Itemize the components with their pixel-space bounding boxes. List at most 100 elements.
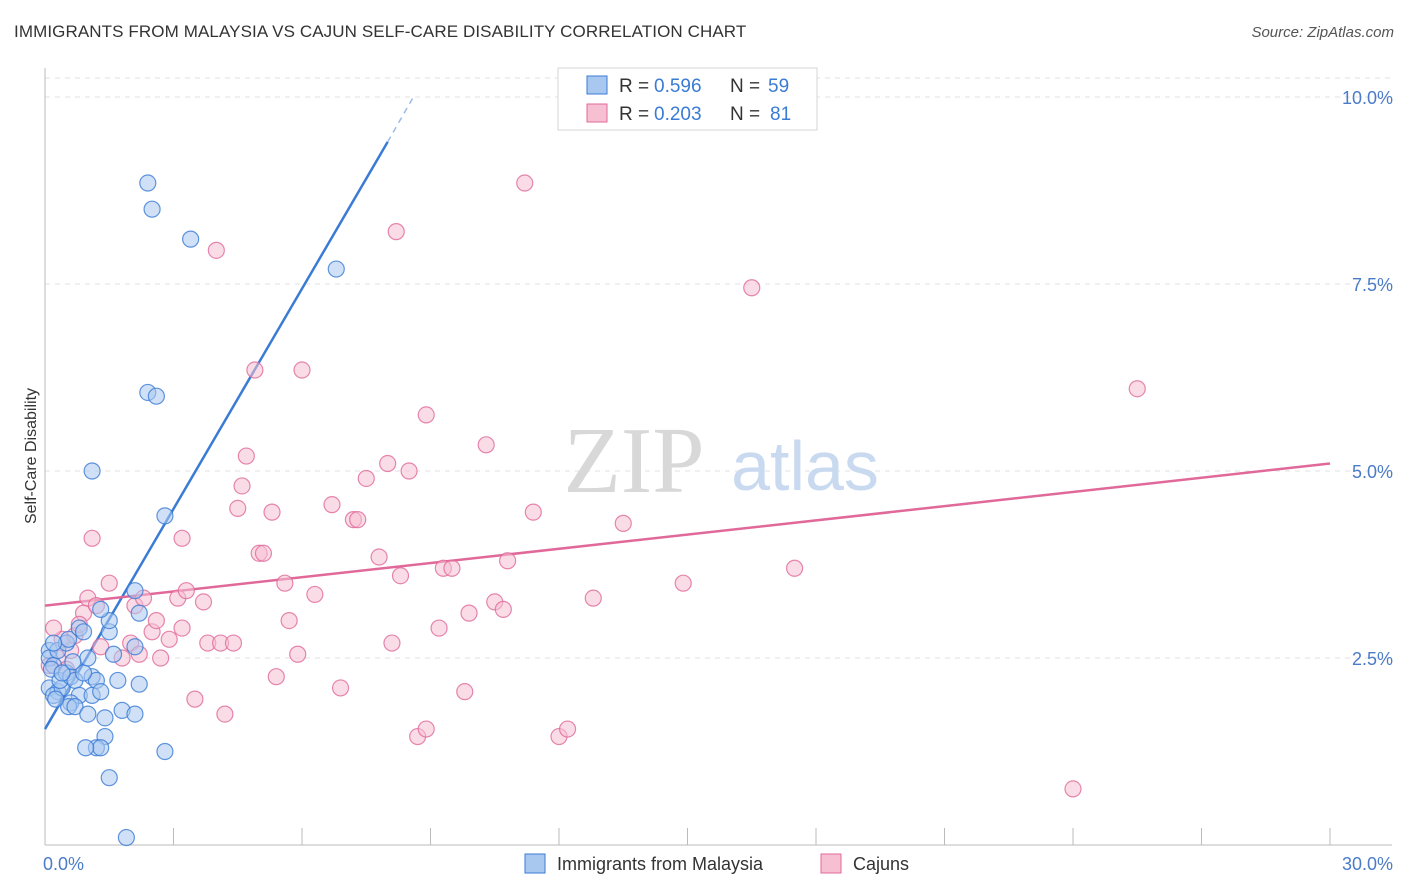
point-cajuns [44,619,63,637]
point-cajuns [229,499,247,517]
y-tick-labels: 2.5% 5.0% 7.5% 10.0% [1342,88,1393,669]
point-malaysia [104,645,123,663]
legend-swatch-pink [586,103,608,123]
point-cajuns [785,559,804,577]
source-credit: Source: ZipAtlas.com [1251,24,1394,41]
point-cajuns [456,683,474,701]
point-cajuns [383,634,401,652]
point-cajuns [173,619,191,637]
point-cajuns [430,619,448,637]
trendline-cajuns [44,462,1331,607]
point-malaysia [109,671,127,690]
point-cajuns [417,720,435,738]
point-cajuns [92,638,110,656]
x-tick-labels: 0.0% 30.0% [43,854,1393,874]
legend-n-value-2: 81 [770,104,791,125]
bottom-legend: Immigrants from Malaysia Cajuns [524,853,909,874]
point-malaysia [156,507,174,525]
point-cajuns [207,241,225,259]
point-cajuns [494,600,512,618]
point-cajuns [224,634,243,652]
point-cajuns [743,279,761,297]
point-malaysia [139,174,157,192]
point-malaysia [77,739,95,757]
bottom-legend-swatch-blue [524,853,546,874]
point-cajuns [280,611,298,630]
bottom-legend-label-malaysia: Immigrants from Malaysia [557,854,764,874]
point-cajuns [357,469,375,488]
point-cajuns [516,174,534,192]
point-cajuns [400,462,418,480]
point-malaysia [126,705,144,723]
legend-n-label-2: N = [730,104,760,125]
data-points [40,174,1146,847]
point-cajuns [177,582,195,600]
point-cajuns [417,406,435,424]
legend-r-label-2: R = [619,104,649,125]
point-cajuns [524,503,542,521]
point-malaysia [66,698,84,716]
y-axis-label: Self-Care Disability [23,388,40,524]
y-tick-label: 2.5% [1352,649,1393,669]
point-cajuns [323,496,341,514]
point-malaysia [130,675,148,693]
x-tick-label: 0.0% [43,854,84,874]
point-cajuns [233,477,251,495]
point-malaysia [53,664,71,682]
point-cajuns [254,544,273,562]
point-malaysia [156,742,174,761]
point-cajuns [173,529,191,547]
point-malaysia [92,600,110,618]
y-tick-label: 7.5% [1352,275,1393,295]
point-cajuns [306,585,324,604]
point-cajuns [293,361,311,379]
bottom-legend-label-cajuns: Cajuns [853,854,909,874]
point-malaysia [182,230,200,248]
point-cajuns [83,529,101,547]
point-malaysia [143,200,161,218]
point-cajuns [614,514,632,532]
point-cajuns [387,223,405,241]
legend-r-label-1: R = [619,76,649,97]
point-cajuns [147,611,165,630]
point-cajuns [267,668,285,686]
point-malaysia [126,638,144,656]
point-malaysia [327,260,345,278]
point-malaysia [147,387,165,405]
point-malaysia [44,634,63,652]
point-malaysia [117,828,135,847]
point-malaysia [130,604,148,622]
point-cajuns [237,447,255,465]
point-cajuns [391,567,410,585]
trendline-malaysia-extension [387,96,415,143]
chart-title: IMMIGRANTS FROM MALAYSIA VS CAJUN SELF-C… [14,22,747,41]
point-cajuns [276,574,294,592]
point-cajuns [349,511,367,529]
watermark-zip: ZIP [564,409,705,513]
legend-swatch-blue [586,75,608,95]
point-cajuns [1128,380,1146,398]
y-tick-label: 5.0% [1352,462,1393,482]
point-malaysia [83,462,101,480]
legend-r-value-2: 0.203 [654,104,702,125]
watermark: ZIP atlas [564,409,879,513]
point-malaysia [64,653,82,671]
legend-n-value-1: 59 [768,76,789,97]
point-malaysia [92,683,110,701]
bottom-legend-swatch-pink [820,853,842,874]
point-cajuns [289,645,307,663]
point-malaysia [96,709,114,727]
axes [44,68,1392,846]
point-cajuns [331,679,350,697]
x-tick-label: 30.0% [1342,854,1393,874]
point-cajuns [246,361,264,379]
point-cajuns [216,705,234,723]
point-cajuns [584,589,602,607]
point-malaysia [100,769,118,787]
point-cajuns [100,574,118,592]
point-cajuns [443,559,461,577]
point-cajuns [194,593,213,611]
point-cajuns [1064,780,1082,798]
point-cajuns [186,690,204,708]
